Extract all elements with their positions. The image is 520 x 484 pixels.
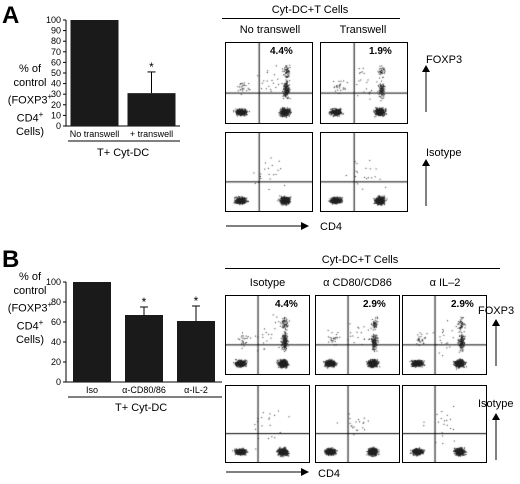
dot-cloud: [226, 43, 312, 123]
y-tick-label: 80: [51, 36, 61, 46]
panel-a-col-label-0: No transwell: [239, 24, 301, 36]
dot-cloud: [403, 386, 486, 462]
y-tick-label: 20: [51, 100, 61, 110]
bar: [177, 321, 215, 382]
panel-a-group-label: T+ Cyt-DC: [97, 147, 150, 159]
arrow-up-icon: [492, 413, 500, 460]
dot-cloud: [403, 296, 486, 374]
xaxis-label-cd4: CD4: [318, 468, 341, 480]
y-tick-label: 100: [46, 15, 61, 25]
percent-label: 1.9%: [369, 46, 392, 57]
significance-star: *: [149, 60, 154, 74]
significance-star: *: [142, 295, 147, 309]
flow-plot: [225, 42, 313, 124]
row-label-isotype: Isotype: [478, 398, 514, 410]
flow-plot: [315, 295, 400, 375]
panel-a-letter: A: [2, 2, 20, 29]
ylabel-line: % of: [18, 271, 41, 283]
x-category-label: α-CD80/86: [122, 385, 166, 395]
y-tick-label: 60: [51, 317, 61, 327]
ylabel-line: control: [13, 77, 47, 89]
bar: [125, 315, 163, 382]
ylabel-line: (FOXP3+: [7, 92, 53, 107]
panel-b-col-label-0: Isotype: [249, 277, 286, 289]
flow-plot: [225, 295, 310, 375]
ylabel-line: Cells): [15, 126, 45, 139]
panel-b-header-rule: [225, 268, 500, 269]
panel-b-header: Cyt-DC+T Cells: [321, 254, 399, 266]
y-tick-label: 10: [51, 110, 61, 120]
arrow-up-icon: [422, 159, 430, 206]
y-tick-label: 20: [51, 357, 61, 367]
flow-plot: [225, 132, 313, 212]
y-tick-label: 40: [51, 337, 61, 347]
ylabel-line: CD4+: [16, 109, 44, 125]
xaxis-label-cd4: CD4: [320, 221, 343, 233]
panel-a-col-label-1: Transwell: [339, 24, 387, 36]
y-tick-label: 0: [56, 377, 61, 387]
dot-cloud: [321, 133, 407, 211]
dot-cloud: [226, 133, 312, 211]
flow-plot: [402, 295, 487, 375]
y-tick-label: 80: [51, 297, 61, 307]
y-tick-label: 40: [51, 79, 61, 89]
x-category-label: Iso: [86, 385, 98, 395]
row-label-isotype: Isotype: [426, 147, 462, 159]
y-tick-label: 70: [51, 47, 61, 57]
ylabel-line: control: [13, 285, 47, 297]
panel-b-ylabel: % of control (FOXP3+ CD4+ Cells): [0, 270, 60, 347]
y-tick-label: 60: [51, 57, 61, 67]
dot-cloud: [321, 43, 407, 123]
flow-plot: [320, 132, 408, 212]
x-category-label: + transwell: [130, 129, 173, 139]
panel-a-ylabel: % of control (FOXP3+ CD4+ Cells): [0, 62, 60, 139]
percent-label: 2.9%: [363, 299, 386, 310]
panel-b-col-label-2: α IL–2: [429, 277, 461, 289]
flow-plot: [225, 385, 310, 463]
y-tick-label: 100: [46, 277, 61, 287]
ylabel-line: CD4+: [16, 317, 44, 333]
x-category-label: No transwell: [70, 129, 120, 139]
panel-b-letter: B: [2, 246, 20, 273]
arrow-right-icon: [226, 468, 309, 476]
x-category-label: α-IL-2: [184, 385, 208, 395]
ylabel-line: (FOXP3+: [7, 300, 53, 315]
bar: [70, 20, 119, 126]
panel-b-col-label-1: α CD80/CD86: [323, 277, 392, 289]
percent-label: 2.9%: [451, 299, 474, 310]
dot-cloud: [226, 296, 309, 374]
panel-a-header: Cyt-DC+T Cells: [271, 4, 349, 16]
bar: [73, 282, 111, 382]
panel-a-header-rule: [222, 18, 400, 19]
y-tick-label: 50: [51, 68, 61, 78]
y-tick-label: 90: [51, 26, 61, 36]
panel-b-group-label: T+ Cyt-DC: [115, 402, 168, 414]
row-label-foxp3: FOXP3: [478, 305, 515, 317]
arrow-right-icon: [226, 222, 309, 230]
dot-cloud: [316, 386, 399, 462]
arrow-up-icon: [422, 65, 430, 112]
ylabel-line: % of: [18, 63, 41, 75]
percent-label: 4.4%: [270, 46, 293, 57]
row-label-foxp3: FOXP3: [426, 54, 463, 66]
dot-cloud: [316, 296, 399, 374]
arrow-up-icon: [492, 319, 500, 366]
percent-label: 4.4%: [275, 299, 298, 310]
flow-plot: [320, 42, 408, 124]
y-tick-label: 0: [56, 121, 61, 131]
flow-plot: [315, 385, 400, 463]
ylabel-line: Cells): [15, 334, 45, 347]
y-tick-label: 30: [51, 89, 61, 99]
bar: [127, 93, 176, 126]
significance-star: *: [194, 294, 199, 308]
panel-b-bar-chart: 0 20 40 60 80 100 Iso * α-CD80/86 * α-IL-2: [46, 277, 222, 398]
dot-cloud: [226, 386, 309, 462]
flow-plot: [402, 385, 487, 463]
